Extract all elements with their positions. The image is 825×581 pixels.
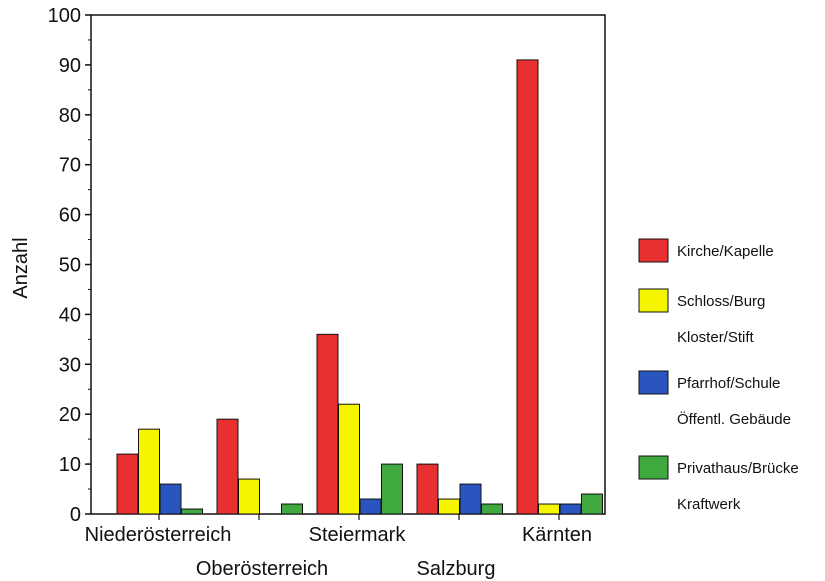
- y-tick-label: 60: [59, 205, 81, 227]
- bar-4-3: [381, 463, 403, 515]
- legend-label: Schloss/Burg: [677, 293, 765, 310]
- bar-2-5: [538, 503, 560, 515]
- bar-1-2: [216, 418, 239, 515]
- bar-2-1: [138, 428, 160, 515]
- x-category-label: Oberösterreich: [196, 558, 328, 580]
- bar-3-4: [459, 483, 482, 515]
- bar-4-5: [581, 493, 603, 515]
- bar-2-4: [438, 498, 460, 515]
- legend-swatch-2: [638, 288, 669, 313]
- y-tick-label: 90: [59, 55, 81, 77]
- legend-label-line2: Kraftwerk: [677, 496, 741, 513]
- bar-2-3: [338, 403, 360, 515]
- legend-label: Privathaus/Brücke: [677, 460, 799, 477]
- y-tick-label: 70: [59, 155, 81, 177]
- bar-4-4: [481, 503, 503, 515]
- y-tick-label: 30: [59, 354, 81, 376]
- x-category-label: Kärnten: [522, 524, 592, 546]
- legend: Kirche/Kapelle Schloss/Burg Kloster/Stift P…: [638, 238, 799, 513]
- y-tick-label: 80: [59, 105, 81, 127]
- y-tick-label: 10: [59, 454, 81, 476]
- bar-1-5: [516, 59, 539, 515]
- legend-label: Kirche/Kapelle: [677, 243, 774, 260]
- x-category-label: Steiermark: [309, 524, 407, 546]
- y-tick-label: 50: [59, 255, 81, 277]
- legend-label-line2: Kloster/Stift: [677, 329, 755, 346]
- x-category-label: Salzburg: [417, 558, 496, 580]
- y-axis: 0 10 20 30 40 50 60 70 80 90 100: [48, 5, 91, 526]
- bar-2-2: [238, 478, 260, 515]
- bar-1-1: [116, 453, 139, 515]
- x-category-label: Niederösterreich: [85, 524, 232, 546]
- bar-1-3: [316, 333, 339, 515]
- y-tick-label: 100: [48, 5, 81, 27]
- bars: [116, 59, 603, 520]
- bar-1-4: [416, 463, 439, 515]
- y-tick-label: 20: [59, 404, 81, 426]
- legend-swatch-1: [638, 238, 669, 263]
- bar-3-3: [359, 498, 382, 515]
- x-axis-labels: Niederösterreich Oberösterreich Steiermark…: [85, 524, 592, 580]
- legend-label-line2: Öffentl. Gebäude: [677, 410, 791, 428]
- bar-4-2: [281, 503, 303, 515]
- legend-swatch-3: [638, 370, 669, 395]
- legend-label: Pfarrhof/Schule: [677, 375, 780, 392]
- y-tick-label: 40: [59, 304, 81, 326]
- bar-3-5: [559, 503, 582, 515]
- y-tick-label: 0: [70, 504, 81, 526]
- bar-3-1: [159, 483, 182, 515]
- bar-4-1: [181, 508, 203, 515]
- y-axis-label: Anzahl: [10, 237, 32, 298]
- legend-swatch-4: [638, 455, 669, 480]
